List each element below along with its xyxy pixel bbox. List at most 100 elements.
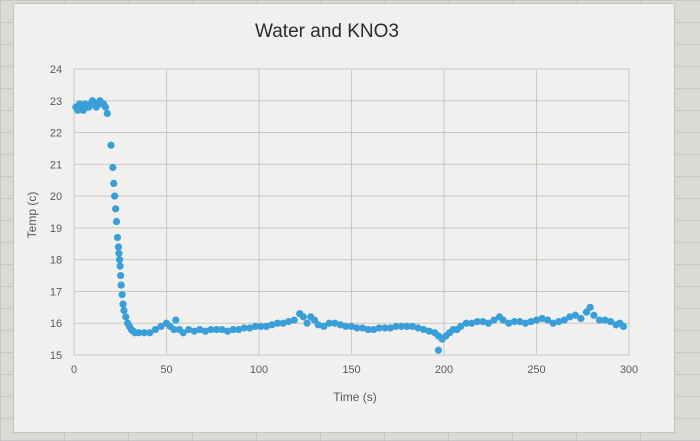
data-point — [364, 325, 372, 334]
y-tick-label: 16 — [50, 318, 62, 330]
data-point — [566, 313, 574, 321]
data-point — [325, 319, 333, 327]
data-point — [510, 318, 518, 326]
x-tick-label: 300 — [620, 364, 638, 376]
data-point — [408, 322, 417, 330]
data-point — [251, 322, 259, 330]
chart-area[interactable]: 15 16 17 18 19 20 21 22 23 24 0 50 100 150 200 250 300 … — [14, 4, 674, 432]
data-point — [299, 313, 307, 321]
data-point — [303, 319, 311, 327]
data-point — [107, 141, 115, 149]
data-point — [420, 325, 428, 334]
data-point — [116, 262, 124, 270]
data-point — [117, 271, 125, 280]
data-point — [146, 329, 154, 337]
data-point — [386, 324, 394, 332]
y-tick-labels: 15 16 17 18 19 20 21 22 23 24 — [50, 64, 62, 362]
data-point — [473, 318, 481, 326]
data-point — [240, 324, 248, 332]
data-point — [490, 316, 498, 324]
y-tick-label: 21 — [50, 159, 62, 171]
data-point — [516, 318, 524, 326]
data-point — [113, 233, 122, 242]
x-tick-label: 200 — [435, 364, 453, 376]
data-point — [320, 322, 328, 330]
data-point — [285, 318, 293, 326]
data-point — [119, 300, 127, 308]
data-point — [110, 179, 118, 187]
data-point — [122, 313, 130, 321]
y-tick-label: 24 — [50, 64, 62, 76]
x-tick-label: 50 — [160, 364, 172, 376]
data-point — [414, 324, 422, 332]
data-point — [140, 329, 148, 337]
data-point — [538, 314, 546, 323]
data-point — [619, 322, 628, 330]
data-point — [479, 318, 487, 326]
data-point — [468, 319, 476, 327]
x-tick-label: 0 — [71, 364, 77, 376]
data-point — [246, 324, 254, 332]
data-point — [218, 325, 226, 334]
y-tick-label: 23 — [50, 96, 62, 108]
data-point — [114, 243, 122, 251]
data-point — [273, 319, 282, 327]
data-point — [111, 192, 119, 200]
data-point — [425, 327, 433, 335]
x-tick-label: 100 — [250, 364, 268, 376]
data-point — [112, 205, 120, 213]
data-points — [72, 97, 628, 354]
data-point — [212, 325, 221, 334]
data-point — [135, 329, 143, 337]
data-point — [120, 306, 128, 315]
data-point — [185, 325, 193, 334]
data-point — [157, 322, 165, 330]
x-axis-label: Time (s) — [333, 390, 377, 404]
data-point — [207, 325, 215, 334]
data-point — [484, 319, 492, 327]
data-point — [555, 318, 563, 326]
chart-title: Water and KNO3 — [255, 21, 399, 42]
data-point — [403, 322, 411, 330]
data-point — [347, 322, 356, 330]
data-point — [375, 324, 383, 332]
x-tick-labels: 0 50 100 150 200 250 300 — [71, 364, 638, 376]
data-point — [381, 324, 389, 332]
y-tick-label: 19 — [50, 223, 62, 235]
data-point — [549, 319, 557, 327]
data-point — [397, 322, 406, 330]
data-point — [353, 324, 361, 332]
data-point — [560, 316, 568, 324]
data-point — [201, 327, 209, 335]
data-point — [595, 316, 604, 324]
y-axis-label: Temp (c) — [25, 192, 39, 239]
data-point — [606, 318, 615, 326]
data-point — [544, 316, 552, 324]
data-point — [190, 327, 198, 335]
data-point — [392, 322, 400, 330]
data-point — [235, 325, 243, 334]
data-point — [109, 163, 117, 172]
x-tick-label: 250 — [527, 364, 545, 376]
data-point — [262, 322, 270, 330]
data-point — [179, 329, 187, 337]
data-point — [331, 319, 339, 327]
x-tick-label: 150 — [342, 364, 360, 376]
data-point — [314, 321, 322, 329]
gridlines — [73, 68, 630, 356]
data-point — [342, 322, 350, 330]
data-point — [462, 319, 470, 327]
data-point — [223, 327, 232, 335]
data-point — [290, 316, 298, 324]
y-tick-label: 22 — [50, 128, 62, 140]
data-point — [521, 319, 529, 327]
data-point — [115, 249, 123, 257]
data-point — [170, 325, 178, 334]
data-point — [101, 103, 110, 111]
data-point — [196, 325, 204, 334]
data-point — [257, 322, 265, 330]
data-point — [457, 322, 465, 330]
data-point — [571, 311, 579, 319]
